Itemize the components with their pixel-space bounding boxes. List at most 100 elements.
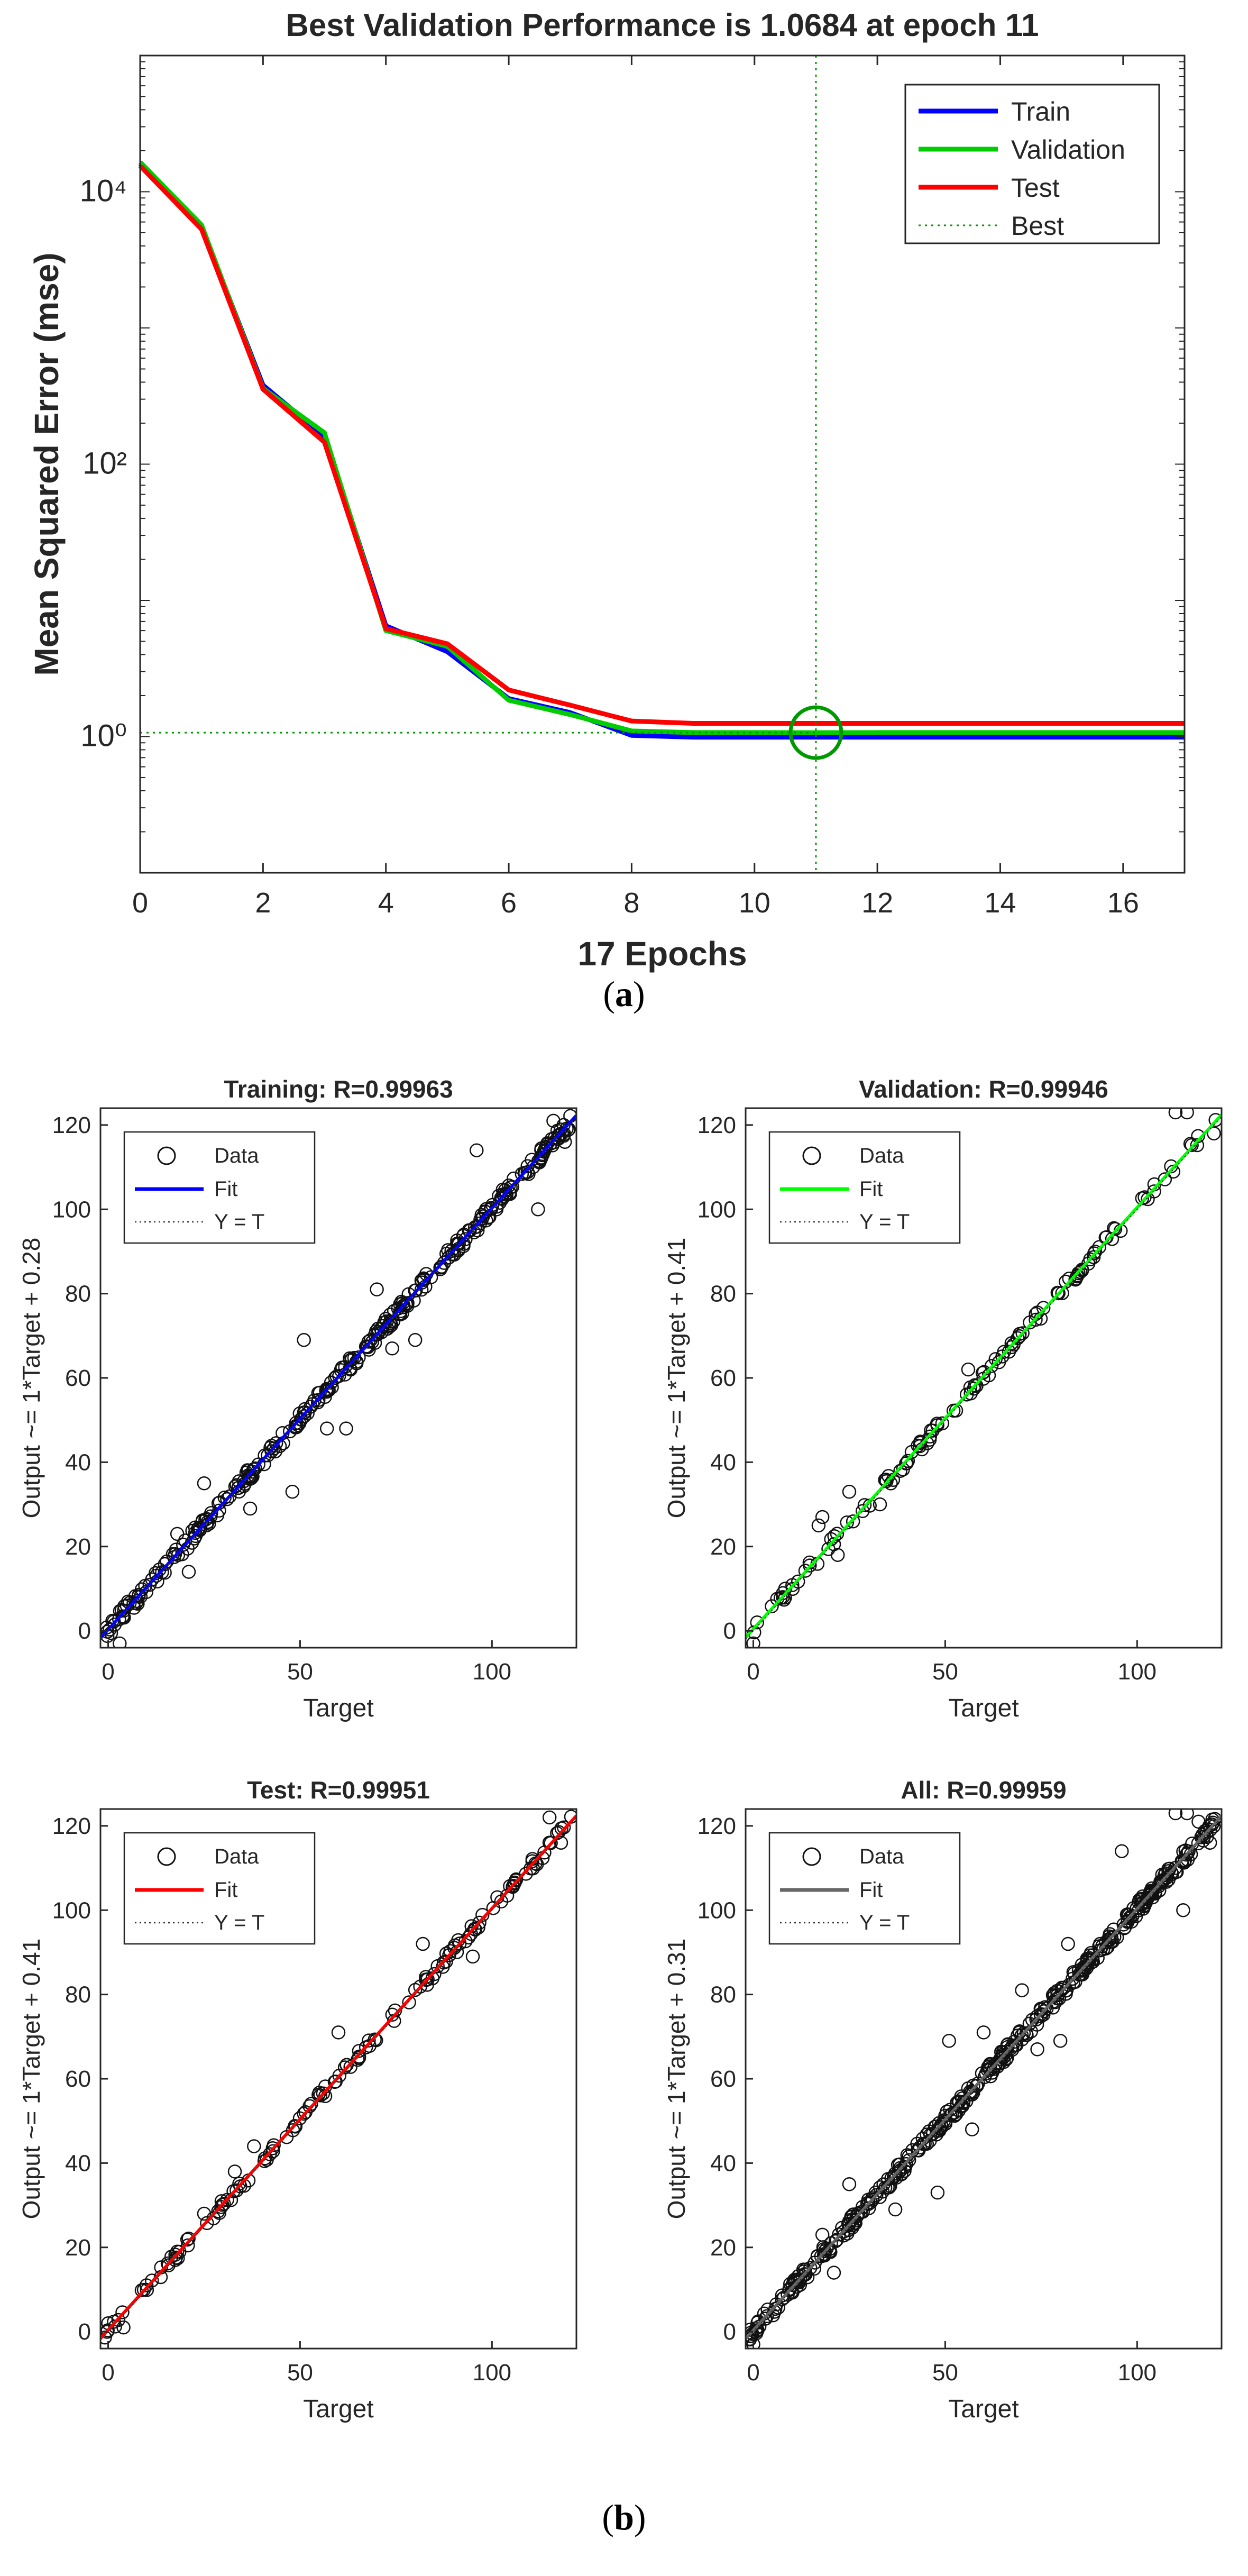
data-point-outlier	[113, 1636, 127, 1648]
data-point	[1132, 1903, 1146, 1917]
data-point-outlier	[830, 1548, 845, 1562]
data-point-outlier	[385, 1341, 399, 1356]
data-point	[1037, 2004, 1051, 2018]
data-point	[490, 1199, 504, 1214]
data-point	[814, 2249, 829, 2263]
legend-label-data: Data	[214, 1845, 259, 1868]
x-tick-label: 50	[932, 2360, 958, 2386]
regression-panel-2: Validation: R=0.99946 0 50 100 0 20 40 60 80 100 1…	[663, 1075, 1223, 1722]
legend: Train Validation Test Best	[904, 84, 1160, 244]
data-point	[550, 1826, 564, 1840]
chart-title: Best Validation Performance is 1.0684 at…	[286, 7, 1039, 43]
data-point	[955, 2091, 970, 2106]
data-point	[292, 2111, 307, 2126]
data-point	[458, 1232, 473, 1246]
data-point-outlier	[1168, 1108, 1183, 1120]
y-tick-label: 60	[65, 1365, 91, 1391]
data-point	[983, 2063, 997, 2077]
data-point	[158, 1557, 172, 1572]
y-tick-label: 20	[65, 2235, 91, 2261]
x-tick-label: 100	[473, 2360, 511, 2386]
y-tick-label: 20	[710, 2235, 736, 2261]
legend-label-data: Data	[214, 1144, 259, 1167]
data-point	[327, 2075, 342, 2089]
y-tick-label: 100	[52, 1897, 91, 1923]
data-point	[1029, 2012, 1043, 2027]
y-axis-label: Output ~= 1*Target + 0.41	[17, 1939, 45, 2219]
y-tick-label: 100	[698, 1897, 736, 1923]
fit-line	[746, 1113, 1222, 1639]
data-point	[458, 1934, 473, 1949]
data-point	[1164, 1159, 1178, 1174]
data-point-outlier	[746, 2337, 760, 2349]
y-tick-label: 80	[710, 1982, 736, 2008]
data-point	[1085, 1952, 1099, 1967]
x-tick-label: 8	[623, 887, 639, 919]
y-tick-label: 40	[65, 2150, 91, 2176]
data-point	[746, 2328, 758, 2343]
data-point	[427, 1967, 442, 1981]
data-point	[437, 1256, 452, 1270]
data-point-outlier	[811, 1518, 826, 1533]
y-tick-label: 0	[78, 1618, 91, 1644]
x-tick-label: 6	[501, 887, 517, 919]
data-point	[200, 2216, 214, 2231]
data-point	[352, 2044, 366, 2058]
data-point	[559, 1121, 574, 1136]
y-tick-label: 60	[65, 2066, 91, 2092]
data-point-outlier	[815, 1510, 830, 1524]
y-tick-label: 60	[710, 2066, 736, 2092]
y-tick-label: 120	[698, 1813, 736, 1839]
data-point	[850, 2209, 864, 2224]
data-point	[190, 1522, 205, 1536]
data-point-outlier	[465, 1949, 480, 1964]
data-point	[1057, 1980, 1071, 1995]
data-point-outlier	[197, 1476, 212, 1491]
data-point-outlier	[842, 1484, 857, 1499]
data-point	[1013, 1327, 1027, 1341]
data-point	[841, 2217, 856, 2231]
data-point-outlier	[470, 1143, 484, 1157]
legend-label-fit: Fit	[859, 1878, 883, 1902]
x-tick-label: 100	[1118, 1659, 1157, 1685]
data-point-outlier	[285, 1484, 300, 1499]
legend-swatch-data	[802, 1847, 821, 1866]
data-point	[1121, 1915, 1135, 1929]
x-tick-label: 100	[1118, 2360, 1157, 2386]
data-point-outlier	[554, 1835, 568, 1850]
data-point	[304, 2097, 318, 2111]
data-point	[913, 1439, 927, 1454]
data-point	[855, 1504, 870, 1519]
data-point	[1105, 1232, 1119, 1246]
data-point	[998, 2044, 1013, 2059]
data-point	[932, 2116, 946, 2131]
data-point-outlier	[170, 2244, 185, 2259]
data-point	[1029, 1312, 1043, 1327]
data-point	[430, 1959, 445, 1974]
y-tick-label: 120	[52, 1112, 91, 1138]
data-point	[168, 2248, 182, 2262]
y-tick-label: 10²	[82, 446, 127, 481]
y-tick-label: 40	[710, 2150, 736, 2176]
data-point	[901, 1454, 915, 1468]
data-point	[319, 1384, 333, 1398]
y-axis-label: Mean Squared Error (mse)	[27, 252, 66, 675]
data-point	[359, 1339, 373, 1354]
y-tick-label: 0	[723, 1618, 736, 1644]
data-point-outlier	[746, 1636, 760, 1648]
data-point	[751, 2314, 766, 2328]
x-axis-label: Target	[303, 2395, 373, 2423]
legend-label-fit: Fit	[214, 1177, 237, 1201]
y-tick-label: 60	[710, 1365, 736, 1391]
data-point	[324, 1375, 338, 1390]
data-point	[1016, 2026, 1031, 2040]
data-point	[952, 2095, 966, 2109]
data-point	[798, 2262, 813, 2277]
data-point	[286, 2123, 300, 2137]
fit-line	[746, 1815, 1222, 2340]
legend-label-validation: Validation	[1011, 135, 1125, 165]
performance-chart: Best Validation Performance is 1.0684 at…	[27, 7, 1186, 973]
x-tick-label: 0	[132, 887, 148, 919]
y-tick-label: 40	[710, 1449, 736, 1475]
data-point	[310, 1395, 325, 1410]
